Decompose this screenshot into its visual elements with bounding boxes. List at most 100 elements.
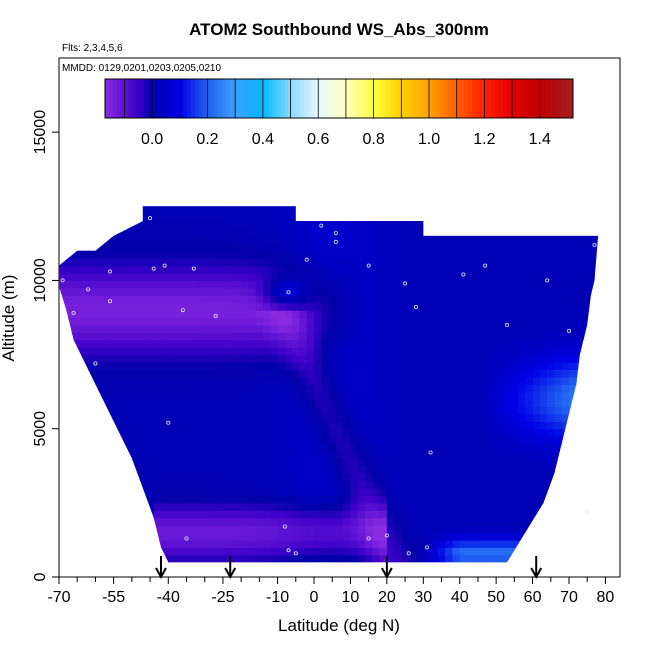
- heat-cell: [314, 339, 322, 348]
- heat-cell: [197, 384, 206, 393]
- heat-cell: [110, 495, 118, 504]
- heat-cell: [467, 554, 475, 563]
- heat-cell: [110, 458, 118, 467]
- heat-cell: [394, 280, 402, 289]
- heat-cell: [292, 235, 300, 244]
- heat-cell: [335, 235, 344, 244]
- heat-cell: [292, 339, 300, 348]
- heat-cell: [343, 310, 351, 319]
- heat-cell: [452, 488, 461, 497]
- heat-cell: [459, 413, 468, 422]
- heat-cell: [590, 465, 599, 474]
- heat-cell: [110, 399, 118, 408]
- heat-cell: [212, 562, 220, 563]
- heat-cell: [561, 443, 570, 452]
- heat-cell: [525, 265, 534, 274]
- heat-cell: [73, 221, 82, 230]
- heat-cell: [423, 273, 432, 282]
- heat-cell: [547, 421, 555, 430]
- colorbar-swatch: [225, 79, 231, 118]
- heat-cell: [328, 428, 337, 437]
- heat-cell: [576, 547, 585, 556]
- heat-cell: [496, 436, 504, 445]
- heat-cell: [292, 228, 300, 237]
- heat-cell: [190, 376, 198, 385]
- heat-cell: [95, 192, 103, 200]
- heat-cell: [263, 206, 271, 207]
- heat-cell: [416, 376, 424, 385]
- heat-cell: [219, 206, 228, 215]
- heat-cell: [598, 206, 606, 214]
- heat-cell: [525, 384, 534, 393]
- heat-cell: [284, 554, 293, 563]
- heat-cell: [204, 562, 213, 563]
- heat-cell: [539, 399, 548, 408]
- heat-cell: [561, 413, 570, 422]
- heat-cell: [88, 458, 96, 467]
- heat-cell: [146, 525, 155, 534]
- heat-cell: [59, 488, 60, 497]
- heat-cell: [292, 510, 300, 519]
- sample-points: [60, 216, 597, 556]
- heat-cell: [496, 347, 504, 356]
- heat-cell: [598, 495, 606, 503]
- heat-cell: [576, 347, 585, 356]
- heat-cell: [66, 295, 75, 304]
- heat-cell: [481, 480, 490, 489]
- heat-cell: [437, 451, 446, 460]
- heat-cell: [284, 302, 293, 311]
- heat-cell: [219, 399, 228, 408]
- heat-cell: [481, 347, 490, 356]
- heat-cell: [365, 258, 373, 267]
- heat-cell: [452, 532, 461, 541]
- colorbar-swatch: [448, 79, 453, 118]
- heat-cell: [459, 428, 468, 437]
- heat-cell: [153, 443, 162, 452]
- heat-cell: [554, 384, 563, 393]
- heat-cell: [299, 562, 308, 563]
- heat-cell: [139, 332, 147, 341]
- heat-cell: [547, 243, 555, 252]
- heat-cell: [146, 473, 155, 482]
- heat-cell: [110, 428, 118, 437]
- heat-cell: [539, 488, 548, 497]
- heat-cell: [343, 206, 351, 207]
- heat-cell: [263, 451, 271, 460]
- heat-cell: [66, 332, 75, 341]
- heat-cell: [306, 562, 315, 563]
- heat-cell: [102, 310, 111, 319]
- heat-cell: [394, 347, 402, 356]
- colorbar-swatch: [202, 79, 207, 118]
- heat-cell: [314, 525, 322, 534]
- heat-cell: [212, 473, 220, 482]
- heat-cell: [299, 287, 308, 296]
- heat-cell: [52, 192, 60, 200]
- heat-cell: [539, 287, 548, 296]
- heat-cell: [190, 339, 198, 348]
- heat-cell: [357, 369, 366, 378]
- heat-cell: [161, 295, 169, 304]
- heat-cell: [299, 376, 308, 385]
- heat-cell: [365, 562, 373, 563]
- heat-cell: [277, 488, 286, 497]
- heat-cell: [518, 570, 526, 578]
- heat-cell: [263, 235, 271, 244]
- heat-cell: [510, 206, 519, 207]
- heat-cell: [350, 228, 359, 237]
- heat-cell: [314, 517, 322, 526]
- heat-cell: [408, 347, 417, 356]
- heat-cell: [73, 554, 82, 563]
- heat-cell: [328, 347, 337, 356]
- heat-cell: [554, 458, 563, 467]
- heat-cell: [197, 428, 206, 437]
- heat-cell: [306, 287, 315, 296]
- heat-cell: [365, 347, 373, 356]
- heat-cell: [554, 517, 563, 526]
- heat-cell: [598, 525, 606, 533]
- colorbar-swatch: [342, 79, 348, 118]
- colorbar-swatch: [112, 79, 118, 118]
- heat-cell: [146, 302, 155, 311]
- heat-cell: [161, 339, 169, 348]
- heat-cell: [182, 562, 191, 563]
- heat-cell: [212, 192, 220, 200]
